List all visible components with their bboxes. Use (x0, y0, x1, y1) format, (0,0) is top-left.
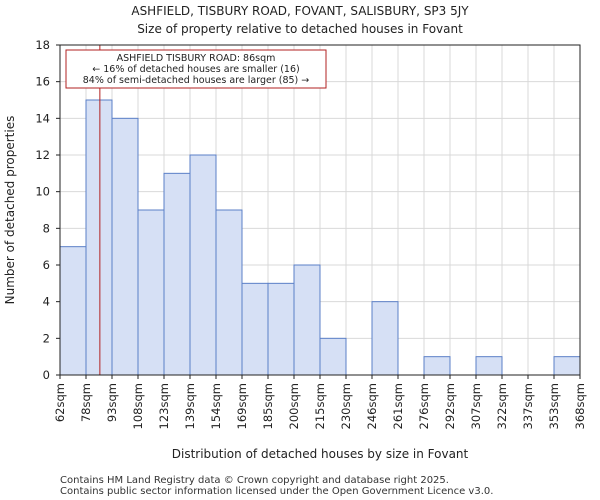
x-tick-label: 215sqm (313, 383, 327, 429)
annotation-line-1: ASHFIELD TISBURY ROAD: 86sqm (117, 53, 276, 64)
x-tick-label: 185sqm (261, 383, 275, 429)
histogram-bar (137, 209, 165, 376)
annotation-line-2: ← 16% of detached houses are smaller (16… (92, 64, 299, 75)
x-tick-label: 337sqm (521, 383, 535, 429)
x-tick-label: 368sqm (573, 383, 587, 429)
x-axis-label: Distribution of detached houses by size … (172, 447, 469, 461)
histogram-bar (319, 337, 347, 376)
annotation-frame (65, 49, 327, 89)
histogram-bar (111, 117, 139, 376)
histogram-bar (189, 154, 217, 376)
y-tick-label: 12 (35, 148, 50, 162)
annotation-line-3: 84% of semi-detached houses are larger (… (83, 75, 310, 86)
y-tick-label: 0 (43, 368, 50, 382)
x-tick-label: 93sqm (105, 383, 119, 422)
chart-subtitle: Size of property relative to detached ho… (137, 22, 463, 36)
x-tick-label: 292sqm (443, 383, 457, 429)
x-tick-label: 200sqm (287, 383, 301, 429)
x-tick-label: 230sqm (339, 383, 353, 429)
y-tick-label: 8 (43, 221, 50, 235)
histogram-bar (215, 209, 243, 376)
y-tick-label: 2 (43, 331, 50, 345)
x-tick-label: 353sqm (547, 383, 561, 429)
x-tick-label: 307sqm (469, 383, 483, 429)
footer-line-1: Contains HM Land Registry data © Crown c… (60, 475, 449, 486)
y-tick-label: 6 (43, 258, 50, 272)
x-tick-label: 154sqm (209, 383, 223, 429)
histogram-bar (85, 99, 113, 376)
y-axis-ticks: 0 2 4 6 8 10 12 14 16 18 (35, 38, 60, 382)
y-axis-label: Number of detached properties (3, 116, 17, 305)
x-tick-label: 169sqm (235, 383, 249, 429)
x-axis-ticks: 62sqm 78sqm 93sqm 108sqm 123sqm 139sqm 154sqm 1… (53, 375, 587, 429)
x-tick-label: 108sqm (131, 383, 145, 429)
histogram-bar (241, 282, 269, 376)
x-tick-label: 139sqm (183, 383, 197, 429)
bars (59, 99, 581, 376)
x-tick-label: 246sqm (365, 383, 379, 429)
x-tick-label: 261sqm (391, 383, 405, 429)
histogram-bar (267, 282, 295, 376)
x-tick-label: 78sqm (79, 383, 93, 422)
y-tick-label: 14 (35, 111, 50, 125)
y-tick-label: 4 (43, 295, 50, 309)
histogram-bar (371, 301, 399, 376)
footer-line-2: Contains public sector information licen… (60, 486, 493, 497)
histogram-bar (163, 172, 191, 376)
histogram-bar (423, 356, 451, 376)
histogram-bar (553, 356, 581, 376)
x-tick-label: 276sqm (417, 383, 431, 429)
x-tick-label: 322sqm (495, 383, 509, 429)
histogram-bar (293, 264, 321, 376)
x-tick-label: 62sqm (53, 383, 67, 422)
y-tick-label: 18 (35, 38, 50, 52)
annotation-box: ASHFIELD TISBURY ROAD: 86sqm ← 16% of de… (65, 49, 327, 89)
y-tick-label: 10 (35, 185, 50, 199)
x-tick-label: 123sqm (157, 383, 171, 429)
histogram-bar (59, 246, 87, 376)
chart-title: ASHFIELD, TISBURY ROAD, FOVANT, SALISBUR… (131, 4, 469, 18)
histogram-bar (475, 356, 503, 376)
y-tick-label: 16 (35, 75, 50, 89)
